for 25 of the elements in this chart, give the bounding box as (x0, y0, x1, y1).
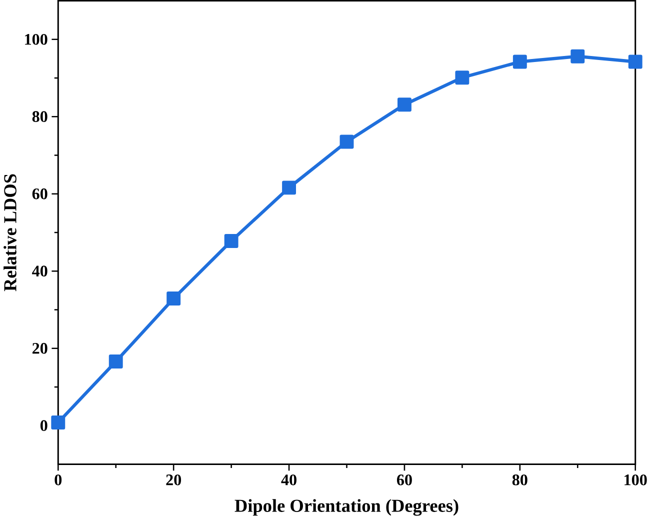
point (455, 70, 470, 84)
point (512, 54, 527, 69)
y-tick-label: 100 (25, 34, 48, 45)
point (570, 49, 585, 64)
x-axis-title: Dipole Orientation (Degrees) (234, 498, 458, 516)
point (108, 354, 123, 368)
x-tick-label: 100 (624, 474, 647, 486)
y-tick-label: 80 (32, 111, 48, 122)
x-tick-label: 0 (54, 474, 62, 486)
x-tick-label: 80 (512, 474, 528, 486)
y-tick-label: 40 (32, 265, 48, 276)
point (166, 291, 181, 306)
point (397, 97, 412, 112)
point (282, 180, 296, 194)
x-tick-label: 60 (396, 474, 412, 486)
y-axis-title: Relative LDOS (4, 174, 16, 291)
point (51, 415, 66, 430)
y-tick-label: 0 (40, 420, 48, 431)
y-tick-label: 60 (32, 188, 48, 200)
point (340, 134, 354, 149)
x-tick-label: 40 (281, 474, 296, 486)
y-tick-label: 20 (32, 342, 48, 354)
point (628, 54, 642, 69)
x-tick-label: 20 (166, 474, 182, 486)
point (224, 234, 238, 248)
